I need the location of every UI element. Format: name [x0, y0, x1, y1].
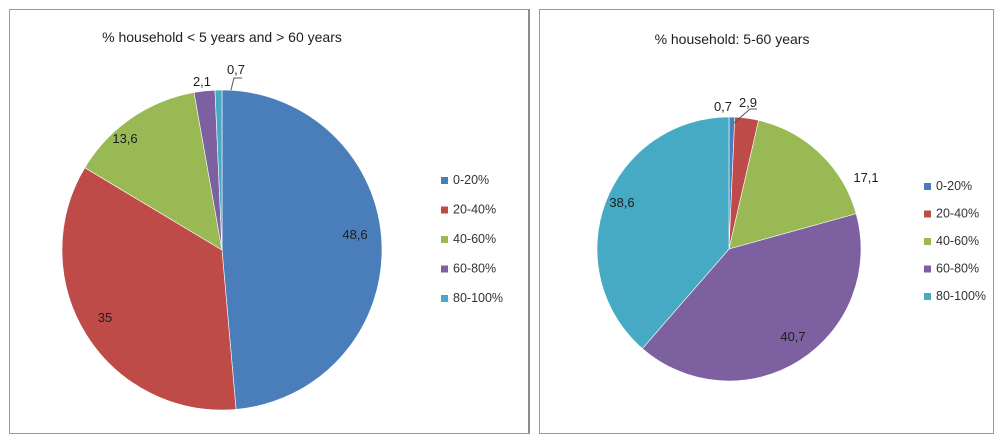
legend-swatch-60-80%: [924, 265, 931, 273]
chart-title: % household < 5 years and > 60 years: [102, 29, 342, 45]
pie-slice-40-60%: [84, 92, 223, 251]
data-label-80-100%: 0,7: [227, 62, 245, 77]
legend-label-60-80%: 60-80%: [453, 262, 496, 276]
legend-label-20-40%: 20-40%: [453, 203, 496, 217]
legend-swatch-60-80%: [441, 265, 448, 273]
data-label-0-20%: 48,6: [342, 227, 367, 242]
legend-label-0-20%: 0-20%: [453, 173, 489, 187]
data-label-60-80%: 40,7: [780, 329, 805, 344]
pie-slice-40-60%: [728, 120, 857, 250]
pie-slices: [596, 116, 862, 382]
pie-slice-20-40%: [61, 167, 237, 411]
pie-chart-right: % household: 5-60 years 0,7 2,9 17,1 40,7 38…: [596, 31, 986, 382]
legend: 0-20% 20-40% 40-60% 60-80% 80-100%: [924, 179, 986, 303]
data-label-40-60%: 17,1: [853, 170, 878, 185]
legend-swatch-80-100%: [924, 293, 931, 300]
data-label-80-100%: 38,6: [609, 195, 634, 210]
legend-swatch-40-60%: [441, 236, 448, 243]
legend-label-80-100%: 80-100%: [936, 289, 986, 303]
data-label-60-80%: 2,1: [193, 74, 211, 89]
leader-line: [733, 108, 757, 124]
data-label-0-20%: 0,7: [714, 99, 732, 114]
pie-slice-80-100%: [214, 89, 223, 251]
legend-label-20-40%: 20-40%: [936, 207, 979, 221]
legend-swatch-20-40%: [924, 210, 931, 218]
data-label-40-60%: 13,6: [112, 131, 137, 146]
legend-swatch-0-20%: [441, 177, 448, 184]
legend-swatch-80-100%: [441, 295, 448, 302]
legend-label-40-60%: 40-60%: [936, 234, 979, 248]
pie-slice-80-100%: [596, 116, 730, 349]
legend-label-60-80%: 60-80%: [936, 262, 979, 276]
legend-swatch-0-20%: [924, 183, 931, 190]
legend-label-80-100%: 80-100%: [453, 291, 503, 305]
data-labels: 0,7 2,9 17,1 40,7 38,6: [609, 95, 878, 344]
chart-panel-right: % household: 5-60 years 0,7 2,9 17,1 40,7 38…: [539, 9, 994, 434]
data-label-20-40%: 35: [98, 310, 112, 325]
pie-slices: [61, 89, 383, 411]
pie-chart-left: % household < 5 years and > 60 years 48,…: [61, 29, 503, 411]
legend-swatch-40-60%: [924, 238, 931, 245]
legend: 0-20% 20-40% 40-60% 60-80% 80-100%: [441, 173, 503, 305]
pie-slice-60-80%: [641, 213, 862, 382]
data-labels: 48,6 35 13,6 2,1 0,7: [98, 62, 368, 325]
legend-label-40-60%: 40-60%: [453, 232, 496, 246]
legend-swatch-20-40%: [441, 206, 448, 214]
data-label-20-40%: 2,9: [739, 95, 757, 110]
legend-label-0-20%: 0-20%: [936, 179, 972, 193]
leader-line: [230, 77, 242, 91]
chart-panel-left: % household < 5 years and > 60 years 48,…: [9, 9, 530, 434]
chart-title: % household: 5-60 years: [655, 31, 810, 47]
pie-slice-0-20%: [221, 89, 383, 410]
